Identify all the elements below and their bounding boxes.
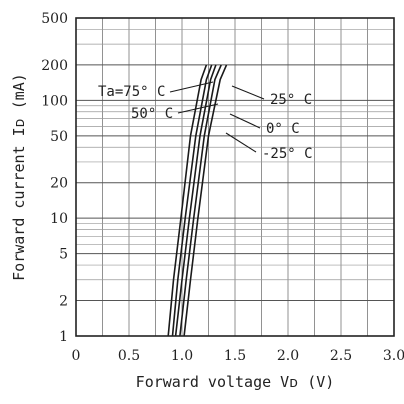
series-line [183, 64, 228, 337]
leader-line [229, 113, 261, 129]
y-tick-label: 10 [50, 211, 68, 227]
leader-line [225, 132, 257, 153]
y-tick-label: 2 [59, 294, 68, 310]
x-tick-label: 2.0 [277, 348, 299, 364]
x-tick-labels: 0 0.5 1.0 1.5 2.0 2.5 3.0 [72, 348, 404, 364]
y-tick-labels: 1 2 5 10 20 50 100 200 500 [41, 11, 68, 345]
x-axis-title: Forward voltage Vᴅ (V) [136, 373, 335, 391]
y-axis-title: Forward current Iᴅ (mA) [10, 73, 28, 281]
x-tick-label: 3.0 [383, 348, 404, 364]
series-line [167, 64, 208, 337]
y-tick-label: 200 [41, 58, 68, 74]
series-label: -25° C [262, 146, 313, 162]
y-tick-label: 500 [41, 11, 68, 27]
x-tick-label: 0.5 [118, 348, 140, 364]
y-tick-label: 100 [41, 93, 68, 109]
curves [167, 64, 228, 337]
y-tick-label: 5 [59, 247, 68, 263]
x-tick-label: 1.5 [224, 348, 246, 364]
leader-line [177, 103, 219, 114]
leader-lines [169, 81, 265, 153]
grid [76, 18, 394, 336]
series-label: 50° C [131, 106, 173, 122]
leader-line [169, 81, 214, 93]
series-line [179, 64, 222, 337]
leader-line [231, 85, 265, 100]
plot-frame [75, 17, 395, 337]
series-line [171, 64, 213, 337]
y-tick-label: 1 [59, 329, 68, 345]
y-tick-label: 20 [50, 176, 68, 192]
y-tick-label: 50 [50, 129, 68, 145]
x-tick-label: 2.5 [330, 348, 352, 364]
x-tick-label: 1.0 [171, 348, 193, 364]
series-label: 25° C [270, 92, 312, 108]
series-label: Ta=75° C [98, 84, 165, 100]
series-label: 0° C [266, 121, 300, 137]
series-line [174, 64, 217, 337]
curve-labels: Ta=75° C 50° C 25° C 0° C -25° C [98, 84, 313, 162]
x-tick-label: 0 [72, 348, 81, 364]
